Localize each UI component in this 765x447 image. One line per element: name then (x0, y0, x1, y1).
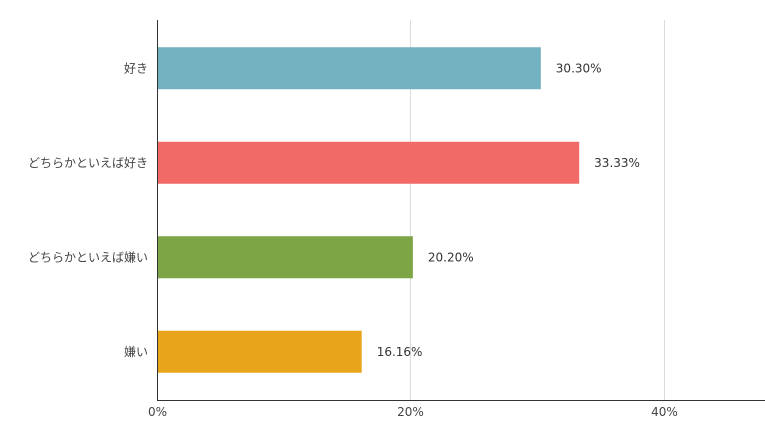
category-label: 好き (124, 61, 148, 75)
data-label: 30.30% (556, 61, 602, 75)
axes (157, 20, 765, 401)
bar (158, 47, 541, 90)
x-tick-label: 40% (651, 405, 678, 419)
x-tick-label: 0% (148, 405, 167, 419)
category-label: どちらかといえば嫌い (28, 250, 148, 264)
labels: 0% 20% 40% 好き 30.30% どちらかといえば好き 33.33% どちらかといえば… (28, 61, 678, 419)
data-label: 20.20% (428, 250, 474, 264)
x-tick-label: 20% (397, 405, 424, 419)
category-label: どちらかといえば好き (28, 156, 148, 170)
data-label: 16.16% (377, 345, 423, 359)
bars (158, 47, 580, 373)
bar (158, 330, 362, 373)
bar (158, 141, 580, 184)
data-label: 33.33% (594, 156, 640, 170)
category-label: 嫌い (124, 345, 148, 359)
bar (158, 236, 413, 279)
